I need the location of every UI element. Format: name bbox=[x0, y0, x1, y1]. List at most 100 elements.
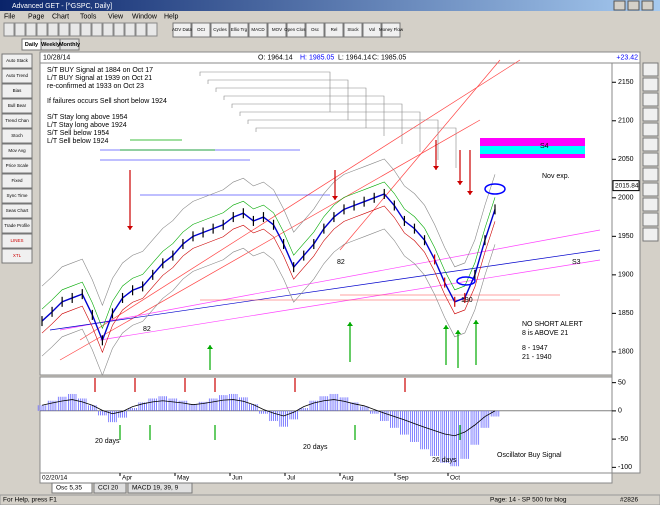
right-tool[interactable] bbox=[642, 62, 659, 77]
window-button[interactable] bbox=[613, 0, 626, 11]
band-line bbox=[41, 181, 496, 330]
left-tool[interactable] bbox=[1, 128, 33, 144]
tool-icon[interactable] bbox=[69, 22, 81, 37]
red-arrow-head bbox=[457, 181, 463, 185]
right-tool[interactable] bbox=[642, 107, 659, 122]
tool-icon[interactable] bbox=[58, 22, 70, 37]
toolbar-button[interactable] bbox=[248, 22, 268, 38]
right-tool[interactable] bbox=[642, 122, 659, 137]
tool-icon[interactable] bbox=[25, 22, 37, 37]
tool-icon[interactable] bbox=[3, 22, 15, 37]
right-tool[interactable] bbox=[642, 77, 659, 92]
toolbar-button[interactable] bbox=[191, 22, 211, 38]
tool-icon[interactable] bbox=[113, 22, 125, 37]
bottom-tab[interactable] bbox=[127, 482, 193, 494]
right-tool[interactable] bbox=[642, 227, 659, 242]
bottom-tab[interactable] bbox=[93, 482, 127, 494]
menu-item[interactable]: Tools bbox=[80, 13, 97, 20]
menu-item[interactable]: Help bbox=[164, 13, 179, 20]
x-tick-label: Jun bbox=[232, 475, 243, 482]
osc-label: 20 days bbox=[303, 444, 328, 451]
left-tool-label: Auto Trend bbox=[6, 73, 29, 78]
toolbar-button[interactable] bbox=[267, 22, 287, 38]
left-tool-label: Trend Chan bbox=[5, 118, 29, 123]
left-tool[interactable] bbox=[1, 233, 33, 249]
toolbar-button[interactable] bbox=[343, 22, 363, 38]
toolbar-label: OCI bbox=[197, 27, 205, 32]
menu-item[interactable]: Window bbox=[132, 13, 158, 20]
window-button[interactable] bbox=[641, 0, 654, 11]
toolbar-label: Ellio Trg bbox=[231, 27, 248, 32]
green-arrow-head bbox=[473, 320, 479, 324]
left-tool[interactable] bbox=[1, 173, 33, 189]
step-arrow bbox=[247, 119, 439, 160]
ohlc-open: O: 1964.14 bbox=[258, 54, 293, 61]
tool-icon[interactable] bbox=[135, 22, 147, 37]
tool-icon[interactable] bbox=[36, 22, 48, 37]
left-tool[interactable] bbox=[1, 203, 33, 219]
y-tick-label: 1950 bbox=[618, 233, 634, 240]
toolbar-button[interactable] bbox=[286, 22, 306, 38]
highlight-ellipse bbox=[456, 276, 476, 286]
left-tool[interactable] bbox=[1, 248, 33, 264]
left-tool-label: Stoch bbox=[11, 133, 23, 138]
chart-note: S/T BUY Signal at 1884 on Oct 17 bbox=[47, 67, 153, 74]
tool-icon[interactable] bbox=[47, 22, 59, 37]
chart-label: 21 - 1940 bbox=[522, 354, 552, 361]
right-tool[interactable] bbox=[642, 197, 659, 212]
green-arrow-head bbox=[207, 345, 213, 349]
left-tool[interactable] bbox=[1, 143, 33, 159]
x-start: 02/20/14 bbox=[42, 475, 68, 482]
price-change: +23.42 bbox=[616, 54, 638, 61]
left-tool[interactable] bbox=[1, 218, 33, 234]
chart-label: S4 bbox=[540, 143, 549, 150]
tool-icon[interactable] bbox=[146, 22, 158, 37]
toolbar-button[interactable] bbox=[229, 22, 249, 38]
left-tool-label: LINES bbox=[10, 238, 23, 243]
right-tool[interactable] bbox=[642, 182, 659, 197]
toolbar-button[interactable] bbox=[381, 22, 401, 38]
tool-icon[interactable] bbox=[124, 22, 136, 37]
tool-icon[interactable] bbox=[102, 22, 114, 37]
toolbar-button[interactable] bbox=[324, 22, 344, 38]
left-tool[interactable] bbox=[1, 188, 33, 204]
step-arrow bbox=[215, 87, 367, 128]
right-tool[interactable] bbox=[642, 137, 659, 152]
trend-line bbox=[339, 59, 501, 251]
chart-note: re-confirmed at 1933 on Oct 23 bbox=[47, 83, 144, 90]
tool-icon[interactable] bbox=[91, 22, 103, 37]
left-tool[interactable] bbox=[1, 83, 33, 99]
x-tick-label: Sep bbox=[397, 475, 409, 482]
left-tool[interactable] bbox=[1, 158, 33, 174]
tab-label: Weekly bbox=[41, 42, 61, 48]
osc-tick-label: -100 bbox=[618, 464, 632, 471]
trend-line bbox=[79, 59, 521, 341]
toolbar-button[interactable] bbox=[172, 22, 192, 38]
menu-item[interactable]: Chart bbox=[52, 13, 69, 20]
tool-icon[interactable] bbox=[14, 22, 26, 37]
toolbar-button[interactable] bbox=[305, 22, 325, 38]
menu-item[interactable]: View bbox=[108, 13, 124, 20]
toolbar-label: Stock bbox=[347, 27, 359, 32]
left-tool[interactable] bbox=[1, 53, 33, 69]
left-tool[interactable] bbox=[1, 68, 33, 84]
right-tool[interactable] bbox=[642, 212, 659, 227]
last-price-box bbox=[612, 180, 640, 192]
tool-icon[interactable] bbox=[80, 22, 92, 37]
menu-item[interactable]: File bbox=[4, 13, 15, 20]
toolbar-button[interactable] bbox=[210, 22, 230, 38]
left-tool[interactable] bbox=[1, 113, 33, 129]
toolbar-button[interactable] bbox=[362, 22, 382, 38]
ohlc-high: H: 1985.05 bbox=[300, 54, 334, 61]
right-tool[interactable] bbox=[642, 167, 659, 182]
chart-label: 82 bbox=[143, 326, 151, 333]
window-button[interactable] bbox=[627, 0, 640, 11]
left-tool[interactable] bbox=[1, 98, 33, 114]
menu-item[interactable]: Page bbox=[28, 13, 44, 20]
toolbar-label: Cycles bbox=[213, 27, 227, 32]
tab[interactable] bbox=[59, 38, 80, 51]
right-tool[interactable] bbox=[642, 92, 659, 107]
right-tool[interactable] bbox=[642, 152, 659, 167]
bottom-tab[interactable] bbox=[51, 482, 93, 494]
